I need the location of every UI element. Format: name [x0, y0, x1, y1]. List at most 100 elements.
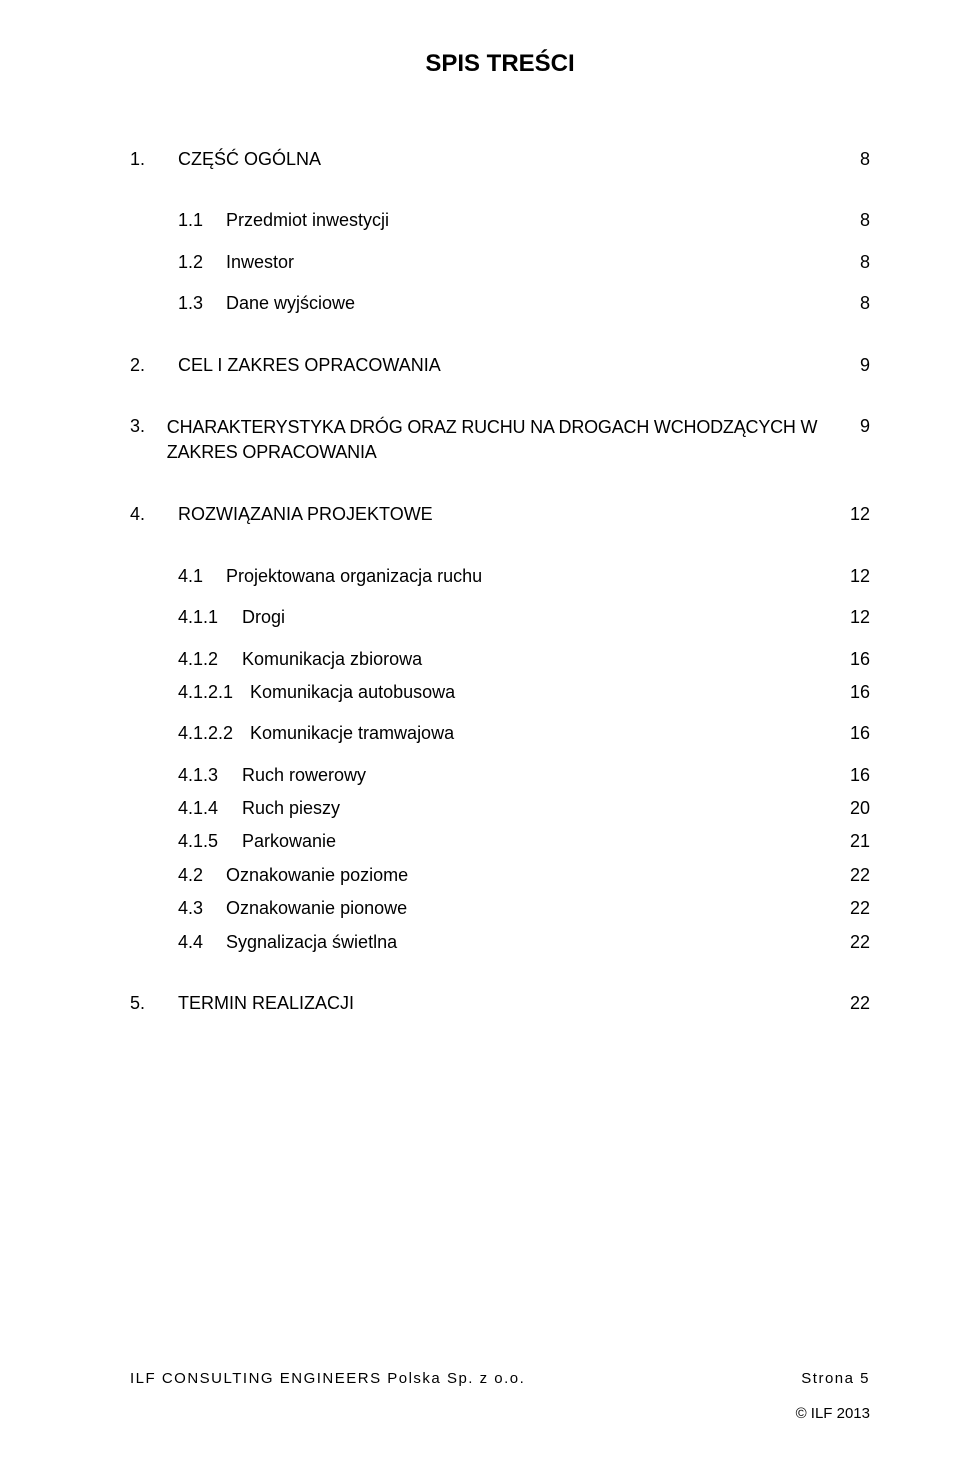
toc-text: Drogi [242, 606, 285, 629]
toc-label: 4.3Oznakowanie pionowe [178, 897, 830, 920]
toc-number: 4.4 [178, 931, 226, 954]
toc-page: 22 [830, 864, 870, 887]
toc-text: Inwestor [226, 251, 294, 274]
toc-label: 4.4Sygnalizacja świetlna [178, 931, 830, 954]
toc-row: 4.3Oznakowanie pionowe22 [130, 897, 870, 920]
toc-page: 16 [830, 681, 870, 704]
toc-row: 5.TERMIN REALIZACJI22 [130, 992, 870, 1015]
toc-number: 5. [130, 992, 178, 1015]
copyright: © ILF 2013 [796, 1405, 870, 1422]
toc-label: 4.ROZWIĄZANIA PROJEKTOWE [130, 503, 830, 526]
toc-label: 4.2Oznakowanie poziome [178, 864, 830, 887]
toc-page: 16 [830, 722, 870, 745]
toc-text: Dane wyjściowe [226, 292, 355, 315]
toc-page: 22 [830, 931, 870, 954]
toc-page: 16 [830, 764, 870, 787]
toc-text: CEL I ZAKRES OPRACOWANIA [178, 354, 441, 377]
toc-label: 1.1Przedmiot inwestycji [178, 209, 830, 232]
toc-text: Komunikacje tramwajowa [250, 722, 454, 745]
toc-row: 4.4Sygnalizacja świetlna22 [130, 931, 870, 954]
toc-row: 2.CEL I ZAKRES OPRACOWANIA9 [130, 354, 870, 377]
toc-row: 1.CZĘŚĆ OGÓLNA8 [130, 148, 870, 171]
toc-number: 4.1.5 [178, 830, 242, 853]
toc-label: 4.1.2Komunikacja zbiorowa [178, 648, 830, 671]
toc-row: 4.1.1Drogi12 [130, 606, 870, 629]
footer-company: ILF CONSULTING ENGINEERS Polska Sp. z o.… [130, 1370, 525, 1387]
toc-row: 1.3Dane wyjściowe8 [130, 292, 870, 315]
page-title: SPIS TREŚCI [130, 50, 870, 78]
toc-number: 4.3 [178, 897, 226, 920]
footer: ILF CONSULTING ENGINEERS Polska Sp. z o.… [130, 1370, 870, 1387]
toc-page: 8 [830, 148, 870, 171]
toc-label: 4.1.4Ruch pieszy [178, 797, 830, 820]
toc-page: 8 [830, 292, 870, 315]
footer-page-number: Strona 5 [801, 1370, 870, 1387]
toc-page: 21 [830, 830, 870, 853]
toc-label: 3.CHARAKTERYSTYKA DRÓG ORAZ RUCHU NA DRO… [130, 415, 830, 465]
toc-number: 1.3 [178, 292, 226, 315]
toc-row: 4.ROZWIĄZANIA PROJEKTOWE12 [130, 503, 870, 526]
toc-page: 22 [830, 897, 870, 920]
toc-label: 4.1Projektowana organizacja ruchu [178, 565, 830, 588]
toc-label: 4.1.2.2Komunikacje tramwajowa [178, 722, 830, 745]
toc-row: 4.1.5Parkowanie21 [130, 830, 870, 853]
toc-page: 9 [830, 354, 870, 377]
toc-row: 4.1.2Komunikacja zbiorowa16 [130, 648, 870, 671]
toc-text: Sygnalizacja świetlna [226, 931, 397, 954]
toc-label: 2.CEL I ZAKRES OPRACOWANIA [130, 354, 830, 377]
toc-number: 4.1.2.1 [178, 681, 250, 704]
toc-text: TERMIN REALIZACJI [178, 992, 354, 1015]
toc-number: 4.1 [178, 565, 226, 588]
toc-row: 4.1Projektowana organizacja ruchu12 [130, 565, 870, 588]
toc-text: Ruch pieszy [242, 797, 340, 820]
toc-label: 1.2Inwestor [178, 251, 830, 274]
table-of-contents: 1.CZĘŚĆ OGÓLNA81.1Przedmiot inwestycji81… [130, 148, 870, 1015]
toc-number: 2. [130, 354, 178, 377]
toc-text: Oznakowanie poziome [226, 864, 408, 887]
toc-page: 20 [830, 797, 870, 820]
toc-number: 1. [130, 148, 178, 171]
toc-number: 4.1.3 [178, 764, 242, 787]
toc-text: Przedmiot inwestycji [226, 209, 389, 232]
toc-row: 1.1Przedmiot inwestycji8 [130, 209, 870, 232]
toc-text: Komunikacja zbiorowa [242, 648, 422, 671]
toc-text: Oznakowanie pionowe [226, 897, 407, 920]
toc-number: 1.1 [178, 209, 226, 232]
toc-number: 4.1.2 [178, 648, 242, 671]
toc-number: 4. [130, 503, 178, 526]
toc-page: 16 [830, 648, 870, 671]
toc-page: 9 [830, 415, 870, 438]
toc-row: 4.1.4Ruch pieszy20 [130, 797, 870, 820]
toc-page: 8 [830, 251, 870, 274]
toc-text: Projektowana organizacja ruchu [226, 565, 482, 588]
toc-row: 4.1.2.1Komunikacja autobusowa16 [130, 681, 870, 704]
toc-label: 4.1.1Drogi [178, 606, 830, 629]
toc-page: 12 [830, 606, 870, 629]
page: SPIS TREŚCI 1.CZĘŚĆ OGÓLNA81.1Przedmiot … [0, 0, 960, 1467]
toc-label: 1.3Dane wyjściowe [178, 292, 830, 315]
toc-number: 3. [130, 415, 167, 465]
toc-page: 12 [830, 565, 870, 588]
toc-number: 4.1.4 [178, 797, 242, 820]
toc-row: 1.2Inwestor8 [130, 251, 870, 274]
toc-text: ROZWIĄZANIA PROJEKTOWE [178, 503, 433, 526]
toc-number: 4.1.2.2 [178, 722, 250, 745]
toc-label: 1.CZĘŚĆ OGÓLNA [130, 148, 830, 171]
toc-label: 5.TERMIN REALIZACJI [130, 992, 830, 1015]
toc-text: Ruch rowerowy [242, 764, 366, 787]
toc-text: Parkowanie [242, 830, 336, 853]
toc-row: 4.1.2.2Komunikacje tramwajowa16 [130, 722, 870, 745]
toc-text: Komunikacja autobusowa [250, 681, 455, 704]
toc-row: 3.CHARAKTERYSTYKA DRÓG ORAZ RUCHU NA DRO… [130, 415, 870, 465]
toc-page: 22 [830, 992, 870, 1015]
toc-row: 4.1.3Ruch rowerowy16 [130, 764, 870, 787]
toc-number: 1.2 [178, 251, 226, 274]
toc-row: 4.2Oznakowanie poziome22 [130, 864, 870, 887]
toc-page: 8 [830, 209, 870, 232]
toc-label: 4.1.3Ruch rowerowy [178, 764, 830, 787]
toc-number: 4.1.1 [178, 606, 242, 629]
toc-text: CHARAKTERYSTYKA DRÓG ORAZ RUCHU NA DROGA… [167, 415, 830, 465]
toc-number: 4.2 [178, 864, 226, 887]
toc-label: 4.1.5Parkowanie [178, 830, 830, 853]
toc-label: 4.1.2.1Komunikacja autobusowa [178, 681, 830, 704]
